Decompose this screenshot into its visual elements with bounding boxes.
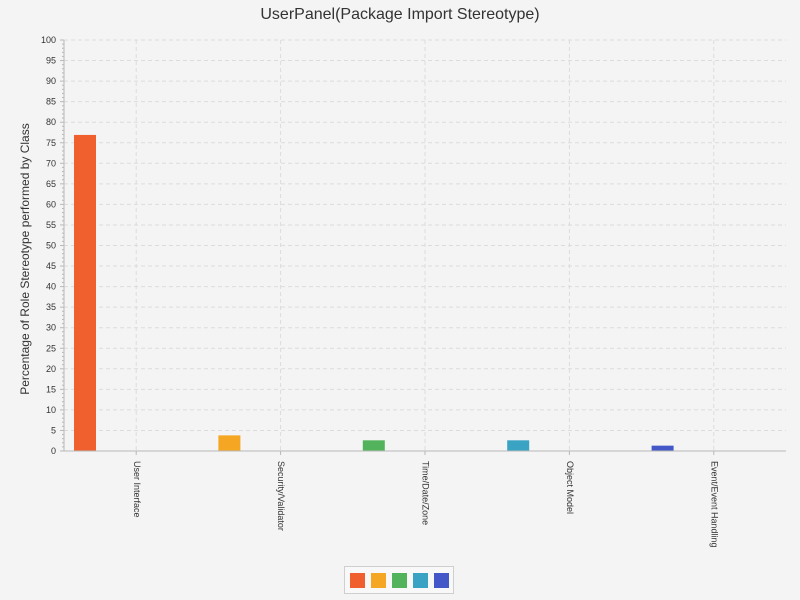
y-tick-label: 55: [46, 220, 56, 230]
x-tick-label: User Interface: [132, 461, 142, 518]
bar: [507, 440, 530, 451]
y-tick-label: 45: [46, 261, 56, 271]
x-tick-label: Security/Validator: [276, 461, 286, 531]
legend-swatch: [370, 572, 386, 588]
legend-swatch: [433, 572, 449, 588]
x-tick-label: Object Model: [565, 461, 575, 514]
labels-layer: 0 5 10 15 20 25 30 35 40 45 50 55 60 65 70 75 80 85 90 95 10…: [41, 35, 719, 548]
y-tick-label: 25: [46, 343, 56, 353]
y-tick-label: 100: [41, 35, 56, 45]
y-tick-label: 15: [46, 384, 56, 394]
bar: [362, 440, 385, 451]
chart-title: UserPanel(Package Import Stereotype): [260, 6, 540, 23]
y-tick-label: 60: [46, 199, 56, 209]
grid-layer: [64, 39, 786, 451]
bar: [74, 134, 96, 452]
y-tick-label: 40: [46, 282, 56, 292]
y-tick-label: 30: [46, 323, 56, 333]
legend: [344, 566, 454, 594]
y-tick-label: 75: [46, 138, 56, 148]
x-tick-label: Time/Date/Zone: [421, 461, 431, 525]
y-tick-label: 65: [46, 179, 56, 189]
axis-layer: [60, 39, 786, 455]
y-tick-label: 90: [46, 76, 56, 86]
y-tick-label: 70: [46, 158, 56, 168]
bar: [651, 445, 674, 451]
y-tick-label: 35: [46, 302, 56, 312]
y-tick-label: 95: [46, 56, 56, 66]
bar: [218, 435, 241, 451]
legend-swatch: [349, 572, 365, 588]
legend-swatch: [412, 572, 428, 588]
x-tick-label: Event/Event Handling: [709, 461, 719, 548]
y-tick-label: 50: [46, 241, 56, 251]
y-tick-label: 80: [46, 117, 56, 127]
legend-swatch: [391, 572, 407, 588]
y-tick-label: 85: [46, 97, 56, 107]
y-tick-label: 0: [51, 446, 56, 456]
y-tick-label: 5: [51, 425, 56, 435]
bars-layer: [74, 134, 674, 452]
y-tick-label: 20: [46, 364, 56, 374]
y-tick-label: 10: [46, 405, 56, 415]
